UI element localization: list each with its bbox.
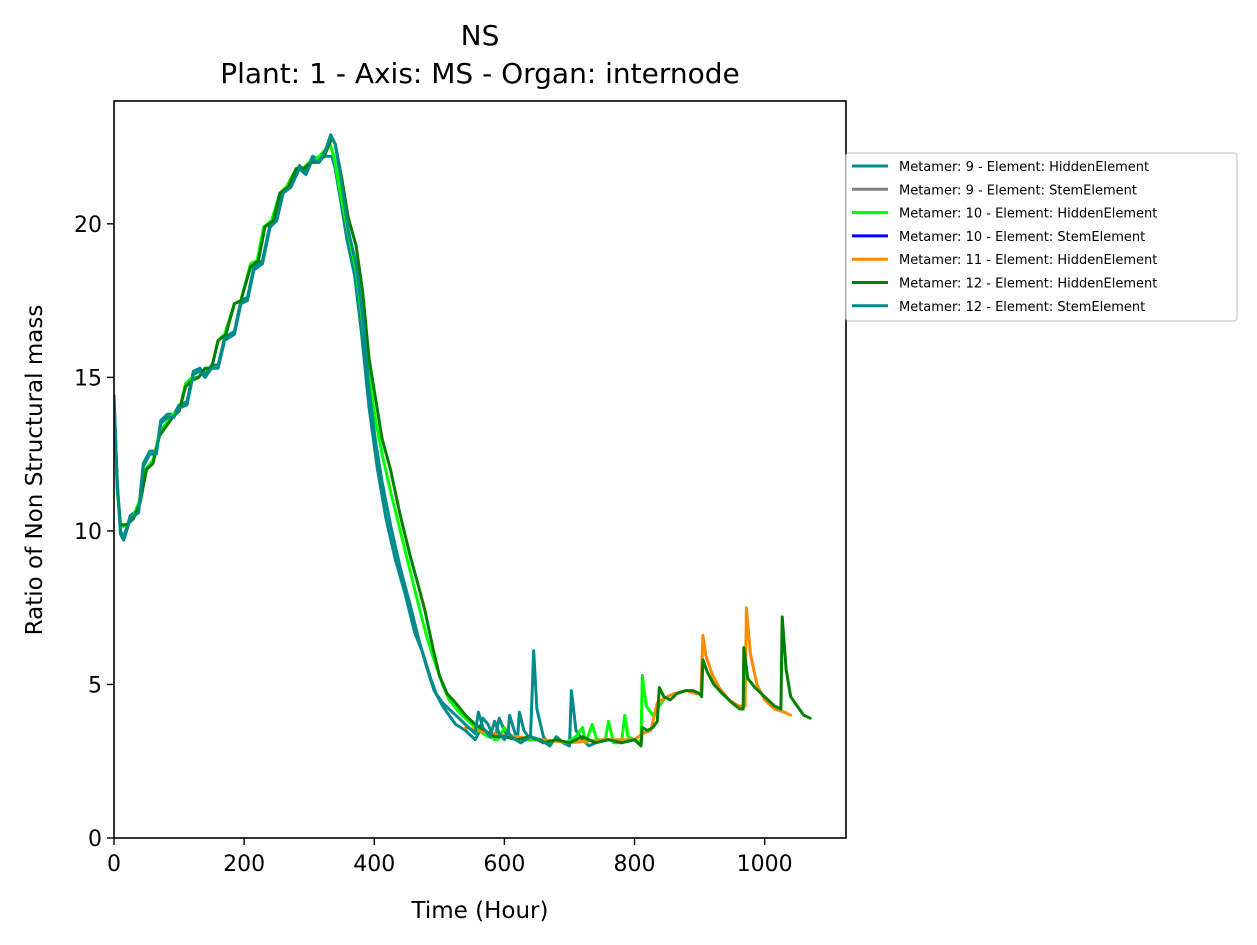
- legend-label-4: Metamer: 11 - Element: HiddenElement: [899, 253, 1157, 268]
- legend-label-6: Metamer: 12 - Element: StemElement: [899, 300, 1145, 315]
- legend: Metamer: 9 - Element: HiddenElement Metam…: [845, 152, 1238, 322]
- x-axis: 0 200 400 600 800 1000: [107, 838, 793, 877]
- legend-frame: [845, 152, 1238, 322]
- series-layer: [114, 133, 812, 748]
- y-tick-label-3: 15: [74, 366, 102, 391]
- y-tick-label-1: 5: [88, 673, 102, 698]
- x-tick-label-3: 600: [483, 852, 525, 877]
- legend-label-0: Metamer: 9 - Element: HiddenElement: [899, 160, 1149, 175]
- series-line-6: [114, 133, 552, 748]
- chart-title: NS: [461, 19, 500, 52]
- x-tick-label-5: 1000: [737, 852, 793, 877]
- legend-label-5: Metamer: 12 - Element: HiddenElement: [899, 277, 1157, 292]
- legend-label-2: Metamer: 10 - Element: HiddenElement: [899, 207, 1157, 222]
- x-axis-label: Time (Hour): [411, 898, 549, 924]
- series-line-4: [463, 606, 793, 745]
- x-tick-label-2: 400: [353, 852, 395, 877]
- y-axis-label: Ratio of Non Structural mass: [22, 305, 48, 636]
- y-tick-label-4: 20: [74, 213, 102, 238]
- y-tick-label-2: 10: [74, 520, 102, 545]
- x-tick-label-1: 200: [223, 852, 265, 877]
- chart-subtitle: Plant: 1 - Axis: MS - Organ: internode: [220, 57, 740, 90]
- series-line-5: [114, 136, 812, 748]
- y-axis: 0 5 10 15 20: [74, 213, 114, 852]
- legend-label-1: Metamer: 9 - Element: StemElement: [899, 183, 1137, 198]
- x-tick-label-0: 0: [107, 852, 121, 877]
- series-line-2: [114, 142, 666, 745]
- plot-frame: [113, 100, 847, 839]
- legend-label-3: Metamer: 10 - Element: StemElement: [899, 230, 1145, 245]
- x-tick-label-4: 800: [614, 852, 656, 877]
- y-tick-label-0: 0: [88, 827, 102, 852]
